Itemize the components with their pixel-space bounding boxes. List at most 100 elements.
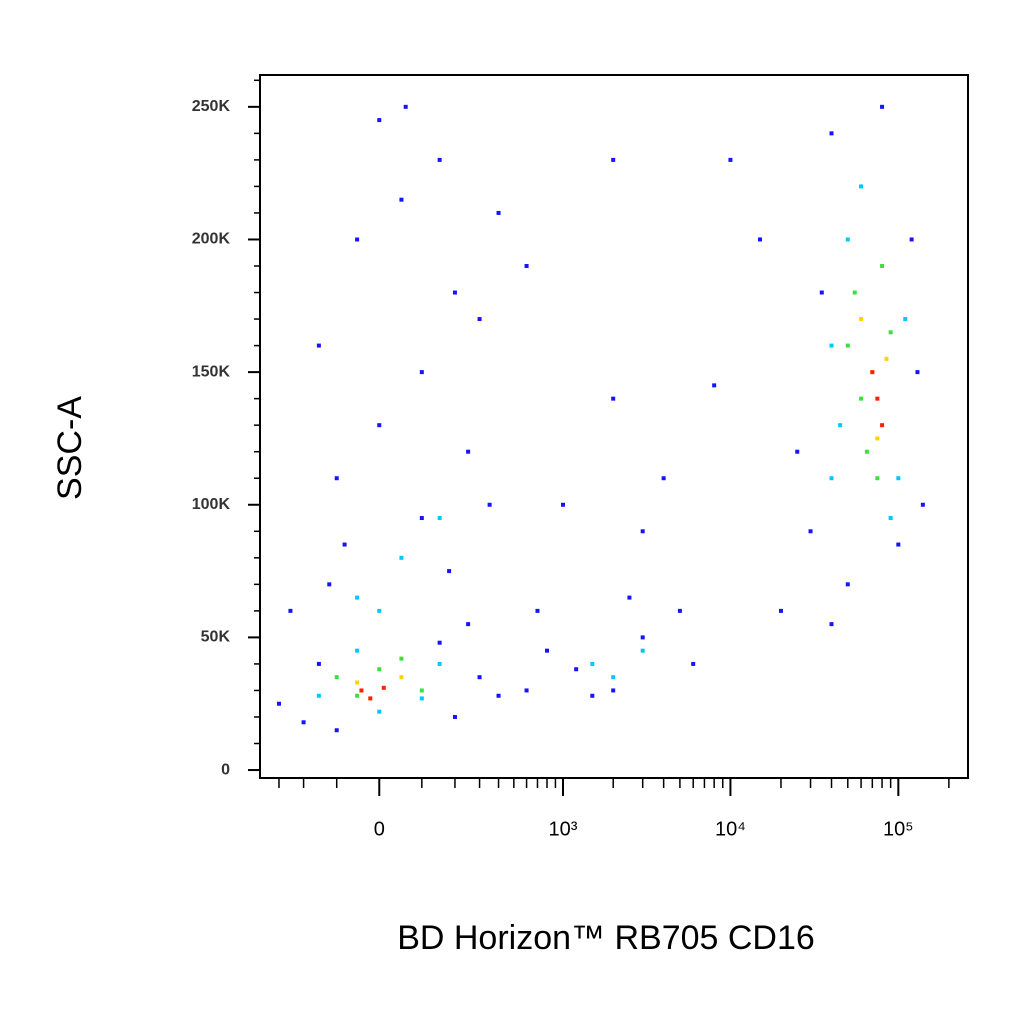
point bbox=[419, 688, 424, 693]
point bbox=[829, 131, 834, 136]
point bbox=[640, 529, 645, 534]
point bbox=[574, 667, 579, 672]
point bbox=[276, 701, 281, 706]
point bbox=[377, 608, 382, 613]
point bbox=[829, 622, 834, 627]
point bbox=[334, 675, 339, 680]
x-tick-label: 10⁴ bbox=[715, 818, 746, 840]
point bbox=[419, 696, 424, 701]
point bbox=[342, 542, 347, 547]
point bbox=[880, 423, 885, 428]
point bbox=[903, 317, 908, 322]
point bbox=[452, 290, 457, 295]
point bbox=[437, 157, 442, 162]
point bbox=[377, 709, 382, 714]
point bbox=[544, 648, 549, 653]
point bbox=[524, 264, 529, 269]
point bbox=[301, 720, 306, 725]
point bbox=[677, 608, 682, 613]
point bbox=[778, 608, 783, 613]
y-tick-label: 150K bbox=[192, 363, 231, 380]
point bbox=[334, 728, 339, 733]
x-tick-label: 10³ bbox=[549, 818, 578, 840]
point bbox=[661, 476, 666, 481]
x-tick-label: 10⁵ bbox=[883, 818, 914, 840]
point bbox=[829, 476, 834, 481]
point bbox=[399, 197, 404, 202]
point bbox=[355, 693, 360, 698]
point bbox=[757, 237, 762, 242]
point bbox=[561, 502, 566, 507]
point bbox=[888, 516, 893, 521]
point bbox=[909, 237, 914, 242]
point bbox=[611, 396, 616, 401]
point bbox=[316, 661, 321, 666]
point bbox=[845, 343, 850, 348]
point bbox=[590, 661, 595, 666]
point bbox=[627, 595, 632, 600]
point bbox=[496, 693, 501, 698]
point bbox=[377, 423, 382, 428]
point bbox=[845, 582, 850, 587]
point bbox=[870, 370, 875, 375]
point bbox=[477, 675, 482, 680]
y-tick-label: 250K bbox=[192, 98, 231, 115]
point bbox=[487, 502, 492, 507]
point bbox=[875, 436, 880, 441]
point bbox=[419, 370, 424, 375]
point bbox=[355, 680, 360, 685]
point bbox=[377, 667, 382, 672]
point bbox=[712, 383, 717, 388]
point bbox=[875, 476, 880, 481]
point bbox=[880, 264, 885, 269]
point bbox=[888, 330, 893, 335]
point bbox=[327, 582, 332, 587]
point bbox=[829, 343, 834, 348]
point bbox=[377, 118, 382, 123]
point bbox=[403, 104, 408, 109]
point bbox=[691, 661, 696, 666]
x-axis-label: BD Horizon™ RB705 CD16 bbox=[397, 919, 815, 957]
point bbox=[852, 290, 857, 295]
point bbox=[880, 104, 885, 109]
y-tick-label: 50K bbox=[201, 629, 231, 646]
point bbox=[611, 675, 616, 680]
point bbox=[845, 237, 850, 242]
point bbox=[590, 693, 595, 698]
point bbox=[452, 714, 457, 719]
point bbox=[915, 370, 920, 375]
point bbox=[355, 595, 360, 600]
y-tick-label: 100K bbox=[192, 496, 231, 513]
point bbox=[399, 675, 404, 680]
point bbox=[875, 396, 880, 401]
x-tick-label: 0 bbox=[374, 818, 385, 840]
point bbox=[334, 476, 339, 481]
point bbox=[447, 569, 452, 574]
plot-frame bbox=[259, 74, 969, 779]
point bbox=[884, 356, 889, 361]
point bbox=[419, 516, 424, 521]
point bbox=[316, 693, 321, 698]
y-tick-label: 0 bbox=[221, 761, 230, 778]
point bbox=[359, 688, 364, 693]
point bbox=[864, 449, 869, 454]
point bbox=[611, 688, 616, 693]
point bbox=[640, 635, 645, 640]
y-tick-label: 200K bbox=[192, 231, 231, 248]
point bbox=[381, 685, 386, 690]
point bbox=[288, 608, 293, 613]
point bbox=[795, 449, 800, 454]
point bbox=[316, 343, 321, 348]
point bbox=[896, 542, 901, 547]
point bbox=[355, 648, 360, 653]
point bbox=[640, 648, 645, 653]
point bbox=[524, 688, 529, 693]
point bbox=[368, 696, 373, 701]
point bbox=[611, 157, 616, 162]
point bbox=[535, 608, 540, 613]
point bbox=[859, 184, 864, 189]
point bbox=[859, 317, 864, 322]
point bbox=[466, 622, 471, 627]
point bbox=[466, 449, 471, 454]
